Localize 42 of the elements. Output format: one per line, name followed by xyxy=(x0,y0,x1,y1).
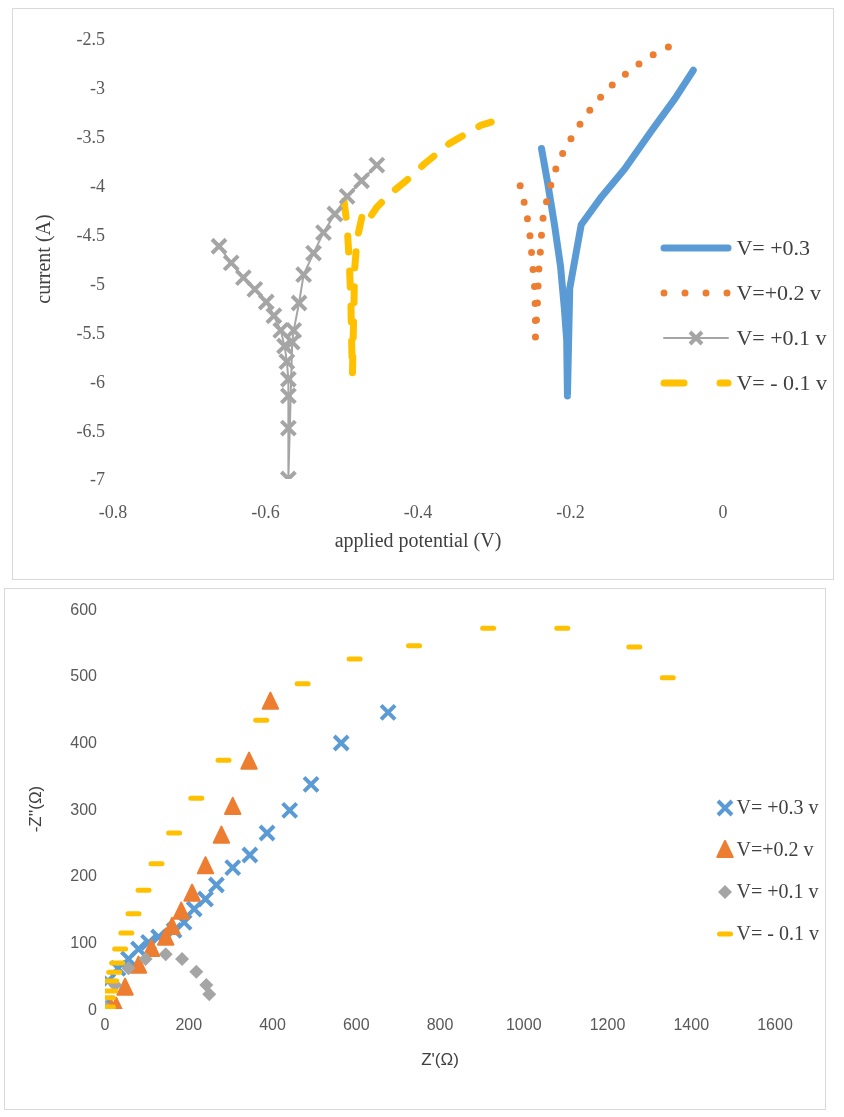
x-tick-label: -0.4 xyxy=(403,501,433,522)
y-tick-label: 500 xyxy=(70,667,98,685)
legend-label: V=+0.2 v xyxy=(736,280,822,307)
y-tick-label: -6.5 xyxy=(76,420,105,441)
legend-label: V=+0.2 v xyxy=(736,838,814,862)
x-tick-label: 600 xyxy=(342,1016,370,1034)
y-tick-label: 200 xyxy=(70,867,98,885)
x-tick-label: 1000 xyxy=(505,1016,542,1034)
y-tick-label: -3.5 xyxy=(76,127,105,148)
x-axis-title: applied potential (V) xyxy=(334,529,502,552)
legend-label: V= - 0.1 v xyxy=(736,370,827,397)
y-tick-label: 100 xyxy=(70,934,98,952)
legend-label: V= +0.3 v xyxy=(736,796,819,820)
y-tick-label: -2.5 xyxy=(76,29,105,50)
y-tick-label: -7 xyxy=(90,469,105,490)
x-tick-label: 1200 xyxy=(589,1016,626,1034)
y-tick-label: -4.5 xyxy=(76,224,105,245)
x-tick-label: 0 xyxy=(718,501,728,522)
legend-label: V= - 0.1 v xyxy=(736,922,819,946)
legend-label: V= +0.1 v xyxy=(736,880,819,904)
legend-label: V= +0.3 xyxy=(736,235,811,262)
x-tick-label: 1600 xyxy=(757,1016,793,1034)
y-tick-label: 600 xyxy=(70,600,98,618)
y-tick-label: -5 xyxy=(90,273,105,294)
y-tick-label: 300 xyxy=(70,800,98,818)
y-axis-title: -Z''(Ω) xyxy=(26,785,46,833)
x-tick-label: -0.2 xyxy=(556,501,585,522)
y-tick-label: -6 xyxy=(90,371,105,392)
legend-label: V= +0.1 v xyxy=(736,325,827,352)
y-axis-title: current (A) xyxy=(32,214,56,304)
y-tick-label: 400 xyxy=(70,734,98,752)
x-tick-label: -0.6 xyxy=(251,501,280,522)
y-tick-label: -5.5 xyxy=(76,322,105,343)
y-tick-label: 0 xyxy=(88,1000,98,1018)
x-tick-label: 400 xyxy=(259,1016,286,1034)
y-tick-label: -4 xyxy=(90,176,105,197)
x-tick-label: 1400 xyxy=(673,1016,710,1034)
x-tick-label: 800 xyxy=(426,1016,454,1034)
y-tick-label: -3 xyxy=(90,78,105,99)
x-tick-label: -0.8 xyxy=(98,501,128,522)
x-axis-title: Z'(Ω) xyxy=(421,1050,459,1069)
x-tick-label: 200 xyxy=(175,1016,203,1034)
